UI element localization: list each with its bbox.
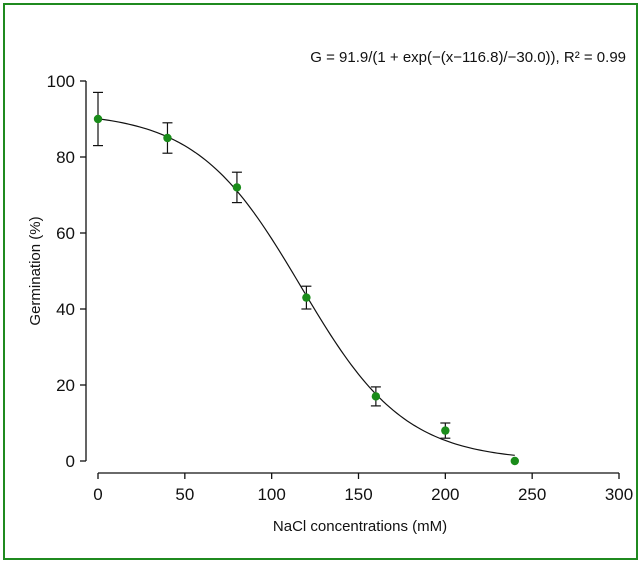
data-point [510, 456, 519, 466]
y-axis-label: Germination (%) [27, 216, 44, 325]
y-tick-label: 20 [56, 376, 75, 395]
data-point [163, 133, 172, 143]
axes: 0 20 40 60 80 100 0 50 100 150 200 250 300 [47, 72, 634, 504]
figure-frame [3, 3, 638, 560]
x-tick-label: 0 [93, 485, 102, 504]
y-tick-label: 40 [56, 300, 75, 319]
x-tick-label: 250 [518, 485, 546, 504]
x-axis-label: NaCl concentrations (mM) [273, 518, 447, 535]
y-tick-label: 80 [56, 148, 75, 167]
fit-equation: G = 91.9/(1 + exp(−(x−116.8)/−30.0)), R²… [310, 49, 626, 66]
x-tick-label: 50 [175, 485, 194, 504]
y-tick-label: 100 [47, 72, 75, 91]
data-point [232, 183, 242, 192]
data-points [93, 114, 519, 466]
data-point [371, 392, 381, 401]
x-tick-label: 100 [257, 485, 285, 504]
data-point [302, 293, 311, 302]
y-tick-label: 0 [66, 452, 75, 471]
y-tick-label: 60 [56, 224, 75, 243]
error-bars [93, 91, 451, 439]
data-point [441, 426, 450, 435]
x-tick-label: 150 [344, 485, 372, 504]
x-tick-label: 300 [605, 485, 633, 504]
data-point [93, 114, 103, 124]
x-tick-label: 200 [431, 485, 459, 504]
